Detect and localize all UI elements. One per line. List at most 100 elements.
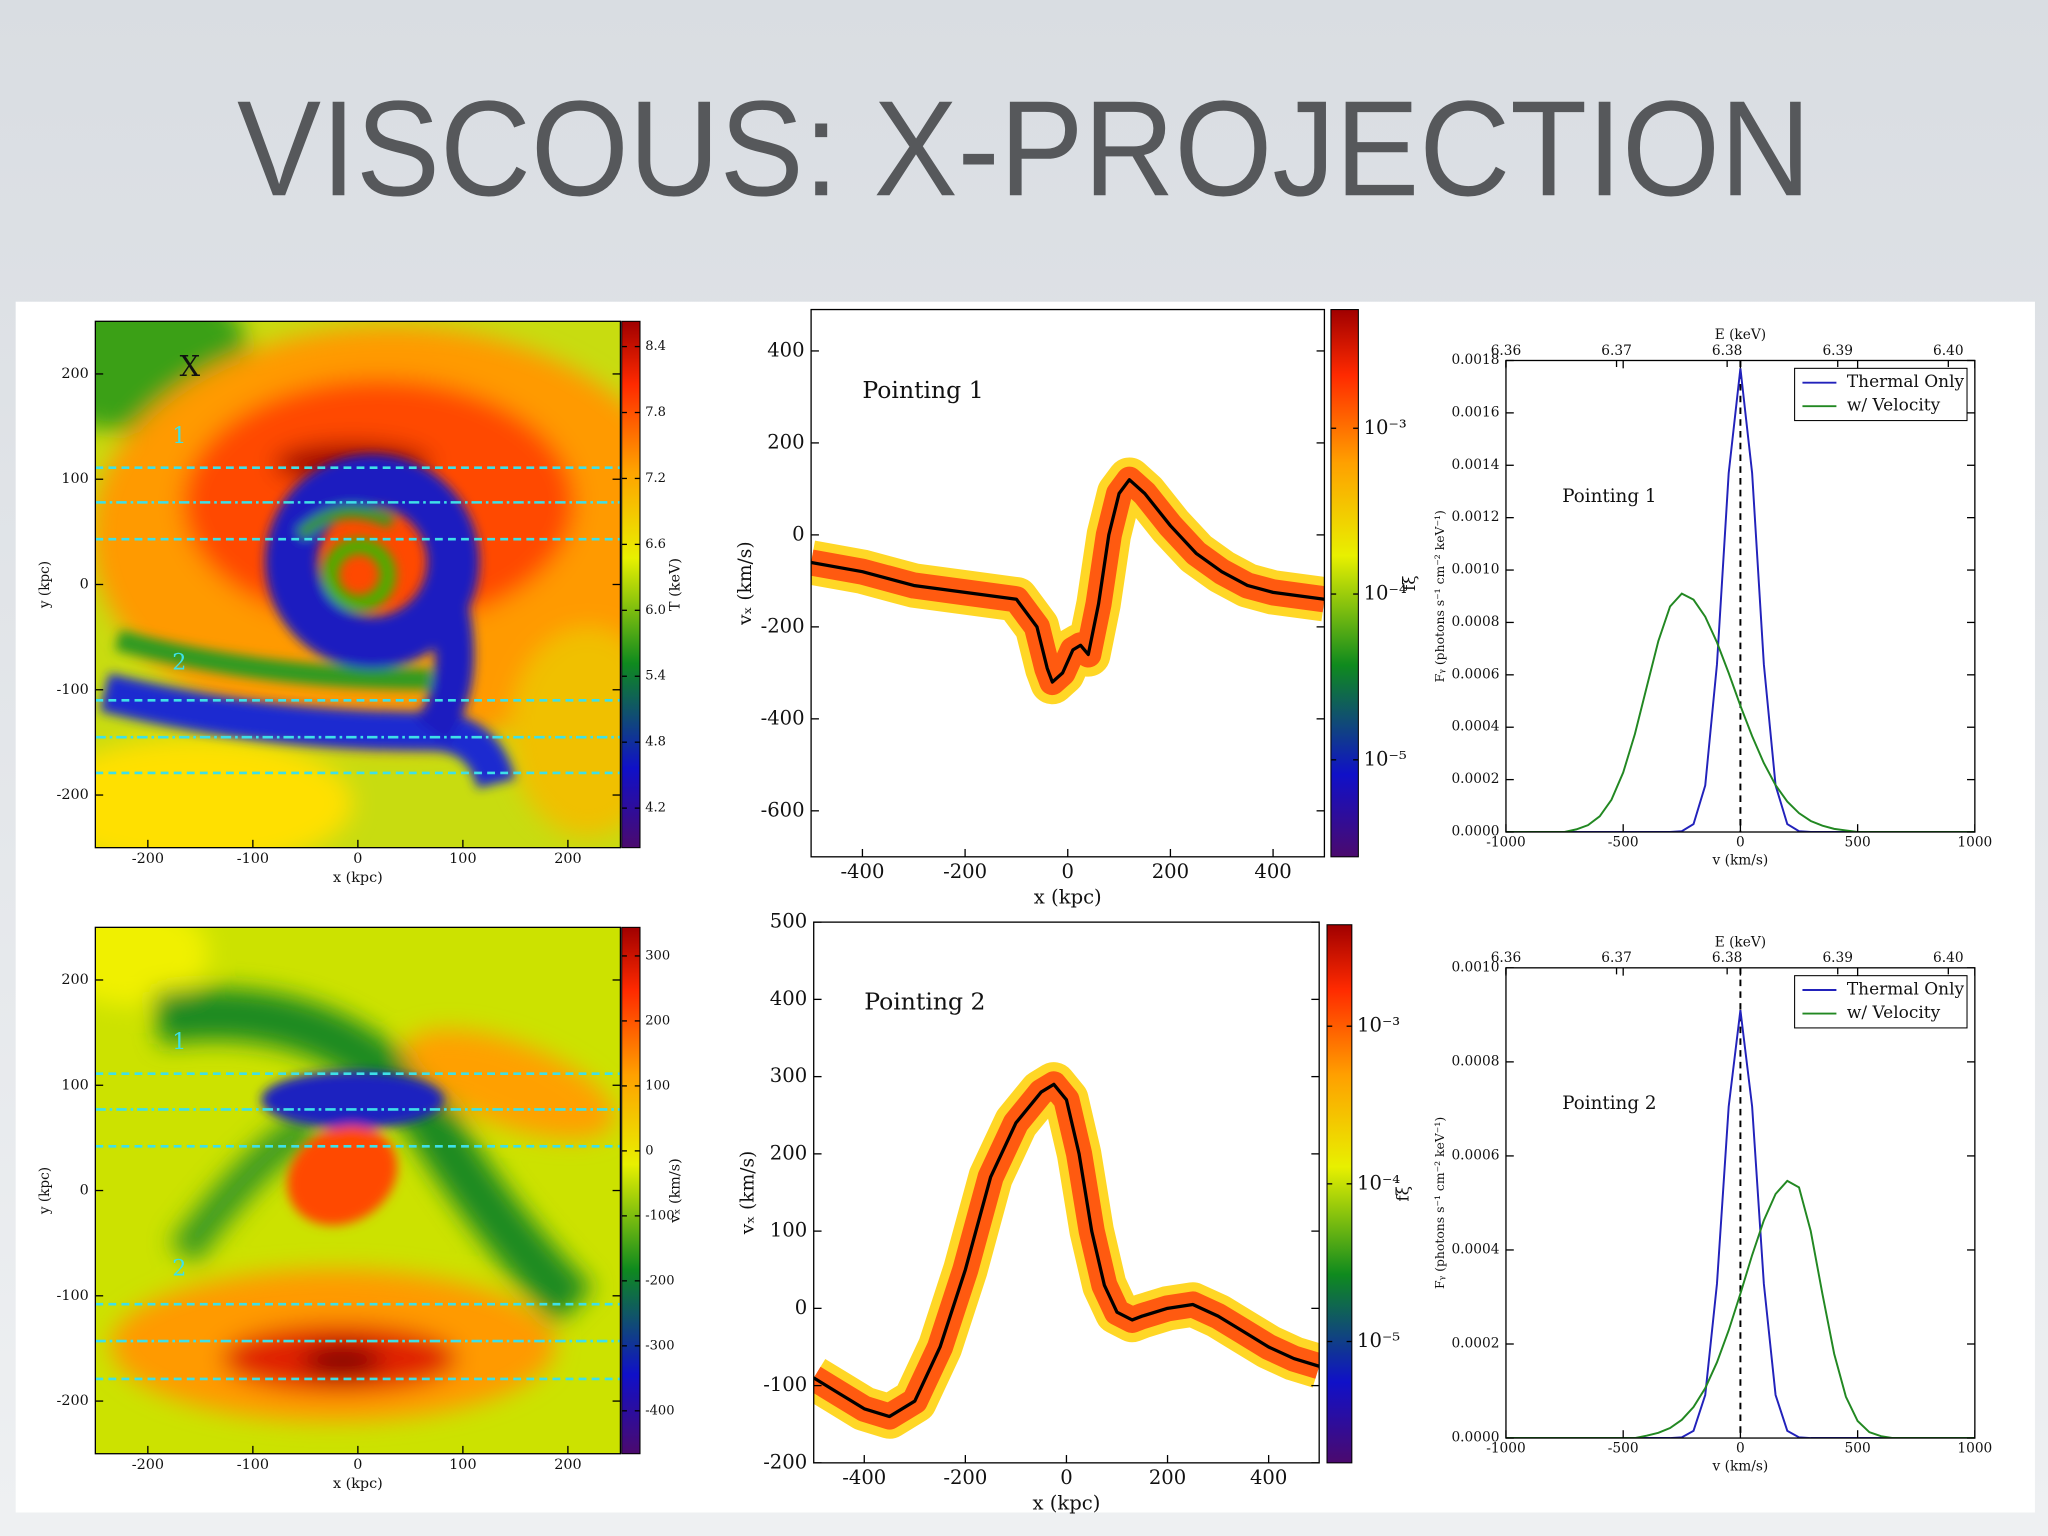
map-label: 2: [172, 1255, 186, 1281]
y-tick-label: 200: [770, 1141, 807, 1164]
colorbar-tick-label: 7.8: [645, 405, 666, 420]
plot-area: [813, 1062, 1320, 1439]
colorbar-label: fξ: [1394, 1186, 1414, 1202]
x-axis-label: v (km/s): [1712, 852, 1769, 868]
x-tick-label: -500: [1608, 1441, 1639, 1457]
x-tick-label: 0: [1736, 1441, 1745, 1457]
panel-annotation: Pointing 2: [1562, 1093, 1656, 1114]
plot-area: [95, 466, 621, 775]
top-axis-label: E (keV): [1715, 327, 1766, 343]
colorbar-tick-label: 4.8: [645, 735, 666, 750]
x-tick-label: -1000: [1486, 834, 1526, 850]
y-tick-label: -100: [57, 682, 89, 698]
colorbar: [621, 926, 641, 1455]
y-tick-label: 0.0010: [1451, 562, 1499, 578]
colorbar-tick-label: -100: [645, 1208, 674, 1223]
top-tick-label: 6.38: [1712, 343, 1743, 359]
spectrum-line: [1505, 1179, 1975, 1439]
y-tick-label: 0.0002: [1451, 771, 1499, 787]
colorbar-tick-label: 100: [645, 1078, 670, 1093]
x-tick-label: 500: [1845, 1441, 1871, 1457]
colorbar-label: vₓ (km/s): [667, 1158, 683, 1224]
x-tick-label: 200: [1152, 860, 1189, 883]
map-label: 2: [172, 649, 186, 675]
x-tick-label: 100: [449, 1457, 476, 1473]
colorbar-tick-label: 8.4: [645, 339, 666, 354]
y-tick-label: -400: [761, 706, 805, 729]
y-tick-label: -200: [57, 1393, 89, 1409]
chart: 6.36 6.37 6.38 6.39 6.40 E (keV) Thermal Only w…: [1432, 935, 1992, 1475]
y-tick-label: 0.0016: [1451, 404, 1499, 420]
spectrum-line: [1505, 368, 1975, 832]
top-tick-label: 6.40: [1933, 343, 1964, 359]
x-tick-label: -200: [943, 860, 987, 883]
y-tick-label: 200: [61, 366, 88, 382]
top-tick-label: 6.36: [1491, 343, 1522, 359]
colorbar-tick-label: -400: [645, 1403, 674, 1418]
spectrum-line: [1505, 1010, 1975, 1439]
y-tick-label: -600: [761, 798, 805, 821]
x-axis-label: x (kpc): [1034, 885, 1102, 908]
y-tick-label: -200: [57, 787, 89, 803]
x-tick-label: 0: [353, 1457, 362, 1473]
y-tick-label: 0.0008: [1451, 1053, 1499, 1069]
top-tick-label: 6.37: [1601, 343, 1632, 359]
y-tick-label: -200: [761, 614, 805, 637]
colorbar-tick-label: 300: [645, 948, 670, 963]
legend-label: w/ Velocity: [1847, 1003, 1941, 1023]
colorbar-tick-label: 6.6: [645, 537, 666, 552]
panel-annotation: Pointing 1: [862, 376, 983, 404]
x-tick-label: 500: [1845, 834, 1871, 850]
x-tick-label: -200: [132, 851, 164, 867]
x-tick-label: 1000: [1957, 1441, 1992, 1457]
y-tick-label: 0.0012: [1451, 509, 1499, 525]
y-axis-label: Fᵧ (photons s⁻¹ cm⁻² keV⁻¹): [1432, 510, 1447, 682]
y-tick-label: -200: [763, 1450, 807, 1473]
y-tick-label: -100: [763, 1373, 807, 1396]
legend-label: Thermal Only: [1847, 372, 1965, 392]
x-axis-label: x (kpc): [1032, 1492, 1100, 1515]
x-tick-label: 200: [554, 1457, 581, 1473]
colorbar: [621, 320, 641, 849]
x-tick-label: 0: [1060, 1466, 1072, 1489]
y-tick-label: 300: [770, 1064, 807, 1087]
y-tick-label: 0.0018: [1451, 352, 1499, 368]
y-tick-label: 500: [770, 910, 807, 933]
colorbar-tick-label: 10⁻⁵: [1357, 1329, 1400, 1352]
legend-box: [1794, 975, 1968, 1029]
colorbar: [1326, 924, 1353, 1464]
y-tick-label: 0.0002: [1451, 1336, 1499, 1352]
y-tick-label: 100: [61, 1077, 88, 1093]
y-tick-label: 0.0004: [1451, 1241, 1499, 1257]
x-tick-label: -500: [1608, 834, 1639, 850]
y-tick-label: 0: [80, 1183, 89, 1199]
top-tick-label: 6.39: [1822, 950, 1853, 966]
x-tick-label: 100: [449, 851, 476, 867]
x-tick-label: -200: [943, 1466, 987, 1489]
slide-title: VISCOUS: X-PROJECTION: [237, 72, 1811, 224]
map-label: X: [180, 349, 201, 383]
y-axis-label: Fᵧ (photons s⁻¹ cm⁻² keV⁻¹): [1432, 1117, 1447, 1289]
x-tick-label: -400: [840, 860, 884, 883]
map-label: 1: [172, 1029, 186, 1055]
x-tick-label: 0: [353, 851, 362, 867]
y-tick-label: 400: [767, 338, 804, 361]
legend-label: w/ Velocity: [1847, 396, 1941, 416]
colorbar-tick-label: 10⁻⁴: [1364, 582, 1407, 605]
x-tick-label: -100: [237, 851, 269, 867]
plot-area: [811, 457, 1325, 705]
mean-velocity-line: [813, 1082, 1320, 1419]
panel-annotation: Pointing 1: [1562, 486, 1656, 507]
y-tick-label: 100: [61, 471, 88, 487]
colorbar-tick-label: -200: [645, 1273, 674, 1288]
y-tick-label: 100: [770, 1219, 807, 1242]
chart: 1 2 -200 -100 0 100 200 -200 -100 0 100 200 x (kpc) y…: [37, 926, 683, 1492]
x-tick-label: 400: [1254, 860, 1291, 883]
x-tick-label: 400: [1250, 1466, 1287, 1489]
x-tick-label: 1000: [1957, 834, 1992, 850]
y-tick-label: 200: [61, 972, 88, 988]
x-tick-label: -400: [842, 1466, 886, 1489]
colorbar-tick-label: 10⁻³: [1364, 416, 1407, 439]
